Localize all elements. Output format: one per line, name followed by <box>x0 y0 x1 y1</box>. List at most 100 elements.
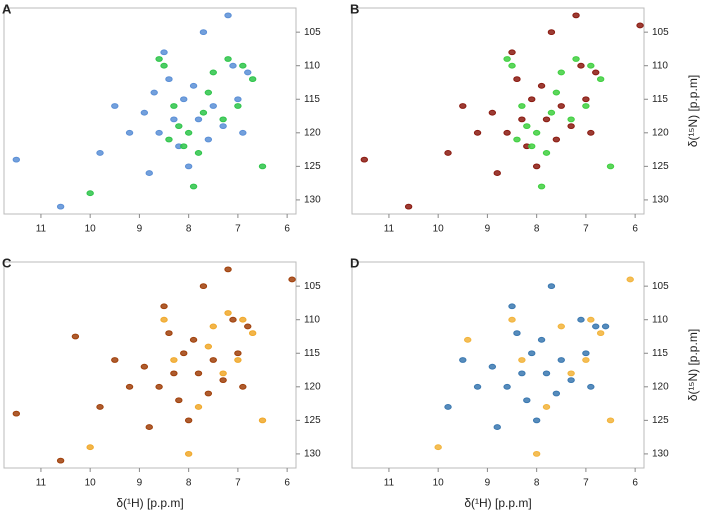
peak <box>567 377 575 383</box>
peak <box>175 123 183 129</box>
peak <box>523 123 531 129</box>
y-tick-label: 125 <box>652 161 669 172</box>
peak <box>224 12 232 19</box>
panel-label: A <box>2 1 12 16</box>
peak <box>180 96 188 103</box>
peak <box>56 203 65 210</box>
peak <box>12 410 21 417</box>
peak <box>542 150 551 156</box>
y-tick-label: 105 <box>652 281 669 292</box>
peak <box>184 417 193 424</box>
y-tick-label: 110 <box>304 60 320 71</box>
peak <box>601 323 610 330</box>
peak <box>537 82 546 89</box>
peak <box>518 357 526 363</box>
peak <box>194 370 203 377</box>
peak <box>434 444 442 451</box>
peak <box>184 163 193 170</box>
x-tick-label: 9 <box>485 478 491 489</box>
peak <box>204 390 213 397</box>
peak <box>145 424 153 430</box>
x-tick-label: 11 <box>36 478 47 489</box>
panel-frame <box>351 7 645 215</box>
peak <box>184 129 193 136</box>
x-tick-label: 7 <box>583 478 589 489</box>
x-tick-label: 8 <box>186 478 192 489</box>
peak <box>577 316 585 323</box>
peak <box>488 109 497 116</box>
peak <box>444 150 452 156</box>
x-tick-label: 8 <box>186 224 192 235</box>
x-tick-label: 10 <box>85 478 97 489</box>
peak <box>577 62 585 69</box>
peak <box>244 323 252 330</box>
peak <box>160 316 168 323</box>
peak <box>473 129 482 136</box>
x-tick-label: 9 <box>137 478 143 489</box>
y-axis-label: δ(¹⁵N) [p.p.m] <box>686 75 700 147</box>
peak <box>572 12 580 19</box>
peak <box>459 103 467 109</box>
peak <box>528 143 536 150</box>
y-tick-label: 120 <box>652 127 669 138</box>
peak <box>518 116 526 123</box>
y-tick-label: 125 <box>652 415 669 426</box>
x-tick-label: 7 <box>583 224 589 235</box>
peak <box>219 377 227 383</box>
peak <box>636 22 644 29</box>
peak <box>234 96 242 103</box>
peak <box>537 183 546 190</box>
x-tick-label: 10 <box>433 478 445 489</box>
peak <box>140 109 149 116</box>
peak <box>170 116 178 123</box>
y-tick-label: 110 <box>652 314 668 325</box>
peak <box>224 266 232 273</box>
y-tick-label: 120 <box>304 381 321 392</box>
peak <box>224 56 232 62</box>
peak <box>567 116 575 123</box>
peak <box>537 336 546 343</box>
y-tick-label: 105 <box>304 27 321 38</box>
x-tick-label: 6 <box>284 224 290 235</box>
peak <box>532 417 541 424</box>
peak <box>606 417 615 424</box>
peak <box>125 129 134 136</box>
x-tick-label: 7 <box>235 478 241 489</box>
y-tick-label: 125 <box>304 161 321 172</box>
peak <box>125 383 134 390</box>
y-tick-label: 130 <box>304 195 321 206</box>
peak <box>248 76 257 83</box>
y-tick-label: 120 <box>652 381 669 392</box>
y-tick-label: 115 <box>652 348 668 359</box>
peak <box>234 357 242 363</box>
peak <box>96 150 104 156</box>
peak <box>140 363 149 370</box>
panel-frame <box>3 7 297 215</box>
peak <box>513 136 521 143</box>
peak <box>557 357 565 363</box>
peak <box>582 350 590 357</box>
panel-label: C <box>2 255 12 270</box>
peak <box>508 316 516 323</box>
peak <box>234 103 242 109</box>
x-tick-label: 10 <box>433 224 445 235</box>
peak <box>532 163 541 170</box>
peak <box>244 69 252 76</box>
peak <box>204 343 213 350</box>
peak <box>194 150 203 156</box>
x-tick-label: 9 <box>485 224 491 235</box>
peak <box>582 96 590 103</box>
peak <box>606 163 615 170</box>
peak <box>557 323 565 330</box>
peak <box>175 397 183 404</box>
peak <box>194 116 203 123</box>
y-tick-label: 110 <box>304 314 320 325</box>
peak <box>224 310 232 316</box>
peak <box>239 383 247 390</box>
peak <box>170 370 178 377</box>
peak <box>180 143 188 150</box>
peak <box>199 109 208 116</box>
peak <box>239 62 247 69</box>
peak <box>219 123 227 129</box>
peak <box>150 89 158 96</box>
